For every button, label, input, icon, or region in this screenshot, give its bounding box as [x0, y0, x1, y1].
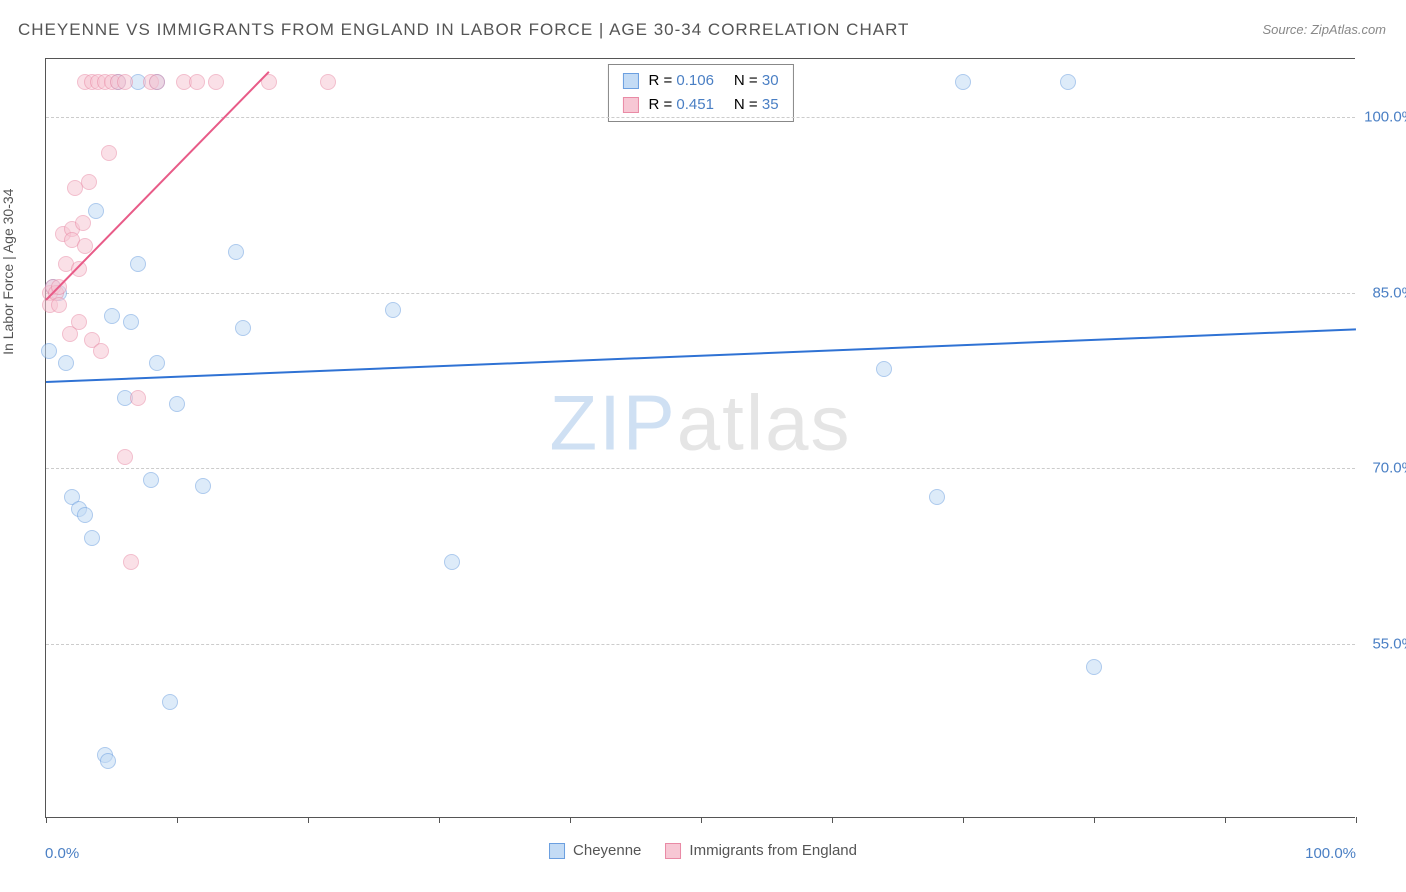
data-point	[955, 74, 971, 90]
watermark: ZIPatlas	[549, 377, 851, 468]
data-point	[228, 244, 244, 260]
x-tick	[1356, 817, 1357, 823]
data-point	[169, 396, 185, 412]
y-tick-label: 55.0%	[1360, 635, 1406, 652]
chart-container: CHEYENNE VS IMMIGRANTS FROM ENGLAND IN L…	[0, 0, 1406, 892]
data-point	[117, 74, 133, 90]
legend-swatch	[622, 73, 638, 89]
legend-swatch	[549, 843, 565, 859]
data-point	[149, 355, 165, 371]
data-point	[117, 449, 133, 465]
x-tick	[1225, 817, 1226, 823]
data-point	[101, 145, 117, 161]
correlation-legend: R = 0.106 N = 30 R = 0.451 N = 35	[607, 64, 793, 122]
legend-row: R = 0.106 N = 30	[622, 69, 778, 93]
data-point	[876, 361, 892, 377]
data-point	[51, 297, 67, 313]
data-point	[1086, 659, 1102, 675]
y-axis-label: In Labor Force | Age 30-34	[0, 189, 16, 355]
series-legend: Cheyenne Immigrants from England	[549, 842, 857, 859]
legend-swatch	[622, 97, 638, 113]
data-point	[385, 302, 401, 318]
legend-r-label: R = 0.106	[648, 69, 713, 93]
legend-item: Immigrants from England	[665, 842, 857, 859]
data-point	[149, 74, 165, 90]
x-axis-min-label: 0.0%	[45, 845, 79, 862]
watermark-zip: ZIP	[549, 378, 676, 466]
legend-label: Cheyenne	[573, 842, 641, 859]
watermark-atlas: atlas	[677, 378, 852, 466]
data-point	[84, 530, 100, 546]
data-point	[41, 343, 57, 359]
plot-area: ZIPatlas R = 0.106N = 30R = 0.451N = 35 …	[45, 58, 1355, 818]
legend-swatch	[665, 843, 681, 859]
gridline	[46, 293, 1355, 294]
legend-item: Cheyenne	[549, 842, 641, 859]
data-point	[104, 308, 120, 324]
legend-n-label: N = 35	[734, 93, 779, 117]
x-tick	[701, 817, 702, 823]
y-tick-label: 100.0%	[1360, 109, 1406, 126]
trend-line	[46, 328, 1356, 383]
data-point	[100, 753, 116, 769]
data-point	[444, 554, 460, 570]
data-point	[1060, 74, 1076, 90]
legend-row: R = 0.451 N = 35	[622, 93, 778, 117]
data-point	[143, 472, 159, 488]
gridline	[46, 468, 1355, 469]
x-tick	[177, 817, 178, 823]
x-tick	[439, 817, 440, 823]
data-point	[58, 355, 74, 371]
data-point	[320, 74, 336, 90]
data-point	[130, 256, 146, 272]
data-point	[77, 507, 93, 523]
x-tick	[570, 817, 571, 823]
x-axis-max-label: 100.0%	[1305, 845, 1356, 862]
data-point	[235, 320, 251, 336]
legend-r-label: R = 0.451	[648, 93, 713, 117]
source-attribution: Source: ZipAtlas.com	[1262, 22, 1386, 37]
data-point	[93, 343, 109, 359]
data-point	[71, 314, 87, 330]
chart-title: CHEYENNE VS IMMIGRANTS FROM ENGLAND IN L…	[18, 20, 909, 40]
gridline	[46, 117, 1355, 118]
data-point	[130, 390, 146, 406]
data-point	[81, 174, 97, 190]
data-point	[75, 215, 91, 231]
data-point	[208, 74, 224, 90]
x-tick	[832, 817, 833, 823]
legend-label: Immigrants from England	[689, 842, 857, 859]
data-point	[189, 74, 205, 90]
data-point	[123, 314, 139, 330]
data-point	[162, 694, 178, 710]
data-point	[195, 478, 211, 494]
y-tick-label: 70.0%	[1360, 460, 1406, 477]
data-point	[123, 554, 139, 570]
data-point	[88, 203, 104, 219]
x-tick	[308, 817, 309, 823]
x-tick	[963, 817, 964, 823]
x-tick	[46, 817, 47, 823]
x-tick	[1094, 817, 1095, 823]
legend-n-label: N = 30	[734, 69, 779, 93]
gridline	[46, 644, 1355, 645]
y-tick-label: 85.0%	[1360, 284, 1406, 301]
data-point	[929, 489, 945, 505]
